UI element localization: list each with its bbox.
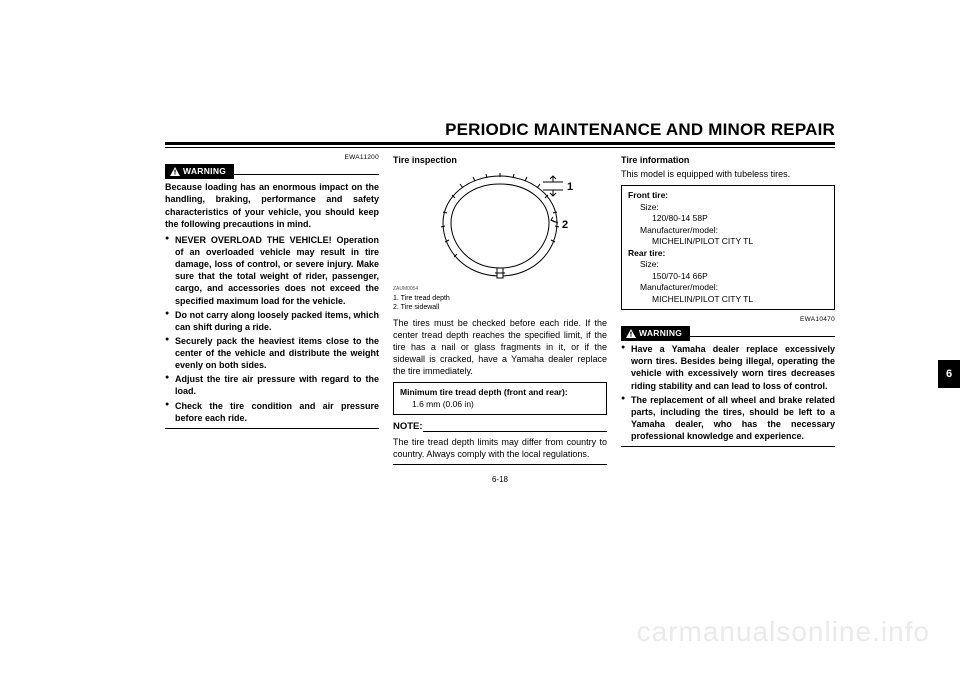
caption-line: 1. Tire tread depth xyxy=(393,295,607,304)
header-rule-thin xyxy=(165,147,835,148)
warning-label: WARNING xyxy=(639,328,682,339)
warning-label: WARNING xyxy=(183,166,226,177)
section-title: Tire inspection xyxy=(393,154,607,166)
spec-value: 120/80-14 58P xyxy=(628,213,828,224)
caption-line: 2. Tire sidewall xyxy=(393,304,607,313)
column-2: Tire inspection xyxy=(393,154,607,465)
warning-list: NEVER OVERLOAD THE VEHICLE! Operation of… xyxy=(165,234,379,424)
list-item: Do not carry along loosely packed items,… xyxy=(165,309,379,333)
watermark-text: carmanualsonline.info xyxy=(637,616,930,648)
tire-cross-section-icon: 1 2 xyxy=(425,168,575,283)
spec-value: MICHELIN/PILOT CITY TL xyxy=(628,294,828,305)
column-3: Tire information This model is equipped … xyxy=(621,154,835,465)
list-item: Adjust the tire air pressure with regard… xyxy=(165,373,379,397)
list-item: Securely pack the heaviest items close t… xyxy=(165,335,379,371)
column-rule xyxy=(621,446,835,447)
figure-code: ZAUM0054 xyxy=(393,286,607,293)
spec-front-heading: Front tire: xyxy=(628,190,828,201)
column-rule xyxy=(165,428,379,429)
ref-code: EWA10470 xyxy=(621,316,835,325)
spec-heading: Minimum tire tread depth (front and rear… xyxy=(400,387,600,398)
column-1: EWA11200 WARNING Because loading has an … xyxy=(165,154,379,465)
page: carmanualsonline.info 6 PERIODIC MAINTEN… xyxy=(0,0,960,678)
spec-box-tread: Minimum tire tread depth (front and rear… xyxy=(393,382,607,415)
list-item: NEVER OVERLOAD THE VEHICLE! Operation of… xyxy=(165,234,379,307)
spec-label: Size: xyxy=(628,202,828,213)
note-heading: NOTE: xyxy=(393,421,607,434)
warning-box: WARNING xyxy=(165,164,234,179)
warning-heading: WARNING xyxy=(621,326,835,341)
tire-figure: 1 2 ZAUM0054 xyxy=(393,168,607,293)
chapter-side-tab: 6 xyxy=(938,360,960,388)
warning-box: WARNING xyxy=(621,326,690,341)
spec-value: 1.6 mm (0.06 in) xyxy=(400,399,600,410)
list-item: Have a Yamaha dealer replace excessively… xyxy=(621,343,835,392)
body-text: The tires must be checked before each ri… xyxy=(393,317,607,378)
page-number: 6-18 xyxy=(165,475,835,484)
warning-heading: WARNING xyxy=(165,164,379,179)
spec-label: Size: xyxy=(628,259,828,270)
header-rule-thick xyxy=(165,142,835,145)
warning-underline xyxy=(234,174,379,175)
warning-underline xyxy=(690,336,835,337)
spec-value: MICHELIN/PILOT CITY TL xyxy=(628,236,828,247)
columns: EWA11200 WARNING Because loading has an … xyxy=(165,154,835,465)
note-label: NOTE: xyxy=(393,421,423,434)
spec-label: Manufacturer/model: xyxy=(628,225,828,236)
spec-box-tires: Front tire: Size: 120/80-14 58P Manufact… xyxy=(621,185,835,310)
column-rule xyxy=(393,464,607,465)
list-item: Check the tire condition and air pressur… xyxy=(165,400,379,424)
warning-list: Have a Yamaha dealer replace excessively… xyxy=(621,343,835,442)
spec-rear-heading: Rear tire: xyxy=(628,248,828,259)
figure-caption: 1. Tire tread depth 2. Tire sidewall xyxy=(393,295,607,313)
warning-intro: Because loading has an enormous impact o… xyxy=(165,181,379,230)
ref-code: EWA11200 xyxy=(165,154,379,163)
list-item: The replacement of all wheel and brake r… xyxy=(621,394,835,443)
note-underline xyxy=(423,431,607,432)
fig-marker-2: 2 xyxy=(562,219,568,231)
section-title: Tire information xyxy=(621,154,835,166)
spec-label: Manufacturer/model: xyxy=(628,282,828,293)
spec-value: 150/70-14 66P xyxy=(628,271,828,282)
warning-triangle-icon xyxy=(626,329,636,338)
page-title: PERIODIC MAINTENANCE AND MINOR REPAIR xyxy=(165,120,835,142)
content-area: PERIODIC MAINTENANCE AND MINOR REPAIR EW… xyxy=(165,120,835,484)
note-body: The tire tread depth limits may differ f… xyxy=(393,436,607,460)
warning-triangle-icon xyxy=(170,167,180,176)
body-text: This model is equipped with tubeless tir… xyxy=(621,168,835,180)
fig-marker-1: 1 xyxy=(567,181,573,193)
